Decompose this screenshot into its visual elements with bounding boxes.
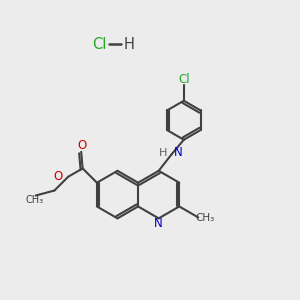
Text: H: H	[158, 148, 167, 158]
Text: H: H	[123, 37, 134, 52]
Text: CH₃: CH₃	[25, 195, 43, 205]
Text: O: O	[53, 169, 62, 183]
Text: Cl: Cl	[178, 73, 190, 86]
Text: O: O	[77, 139, 86, 152]
Text: Cl: Cl	[92, 37, 106, 52]
Text: N: N	[154, 217, 163, 230]
Text: N: N	[174, 146, 183, 159]
Text: CH₃: CH₃	[195, 213, 214, 223]
